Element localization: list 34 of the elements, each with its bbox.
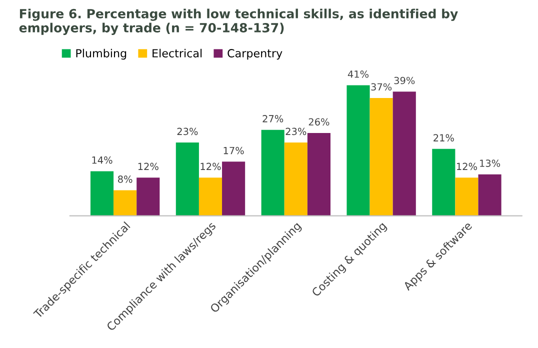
- bar: [307, 133, 330, 216]
- bar: [432, 148, 456, 216]
- data-label: 39%: [394, 76, 415, 84]
- data-label: 41%: [348, 70, 369, 78]
- bar: [284, 142, 308, 216]
- data-label: 12%: [138, 162, 158, 170]
- data-label: 23%: [286, 128, 306, 136]
- bar: [370, 98, 393, 216]
- bar: [346, 85, 370, 216]
- bar: [136, 178, 160, 216]
- data-label: 27%: [262, 115, 284, 122]
- bar: [114, 190, 137, 216]
- data-label: 13%: [480, 160, 500, 167]
- bar: [222, 162, 246, 216]
- data-label: 14%: [92, 156, 112, 164]
- data-label: 37%: [371, 83, 392, 91]
- bar: [90, 171, 114, 216]
- chart-title: Figure 6. Percentage with low technical skills, as identified by employers, by trade (n = 70-148-137): [19, 8, 458, 35]
- bar: [455, 178, 478, 216]
- data-label: 12%: [456, 162, 477, 170]
- bar: [198, 178, 222, 216]
- bar: [392, 92, 416, 216]
- legend-label: Plumbing: [76, 48, 126, 60]
- data-label: 8%: [118, 176, 132, 183]
- data-label: 23%: [177, 128, 198, 136]
- bar: [261, 130, 284, 216]
- legend-label: Electrical: [152, 48, 202, 58]
- bar: [176, 142, 199, 216]
- data-label: 21%: [434, 134, 454, 142]
- data-label: 26%: [308, 118, 330, 126]
- data-label: 12%: [200, 162, 221, 170]
- bar: [478, 174, 502, 216]
- legend-label: Carpentry: [228, 49, 282, 60]
- data-label: 17%: [224, 146, 244, 154]
